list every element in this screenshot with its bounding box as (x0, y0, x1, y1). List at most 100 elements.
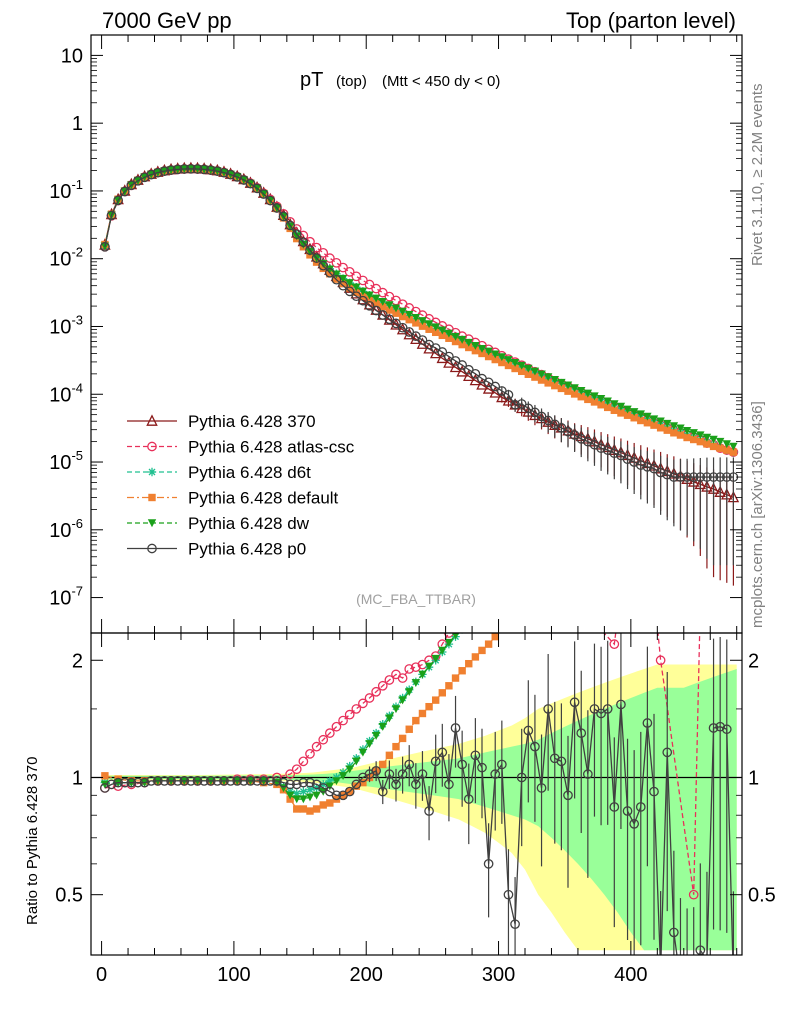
ratio-point-3-31 (391, 705, 401, 714)
point-4-71 (570, 384, 579, 393)
ratio-point-0-14 (285, 769, 295, 779)
point-4-90 (696, 431, 705, 440)
xtick-label-4: 400 (614, 964, 647, 986)
point-3-81 (637, 416, 645, 425)
point-5-31 (305, 245, 315, 255)
legend-label-5: Pythia 6.428 p0 (188, 540, 306, 559)
legend-marker-4 (147, 519, 157, 528)
point-3-68 (551, 381, 559, 390)
ratio-point-4-48 (417, 769, 428, 779)
point-3-53 (451, 337, 460, 346)
legend-marker-0 (146, 414, 158, 426)
ratio-point-0-61 (703, 588, 711, 596)
point-5-37 (344, 286, 355, 297)
point-3-95 (729, 448, 738, 456)
ratio-point-0-18 (311, 741, 322, 752)
ratio-point-4-92 (708, 723, 719, 733)
point-3-43 (385, 306, 394, 314)
ratio-point-2-43 (471, 653, 480, 661)
axes: 10-7 10-6 10-5 10-4 10-3 10-2 10-1 1 10 0.5 0.5 1 1 2… (49, 34, 776, 986)
ratio-point-3-42 (465, 617, 473, 625)
point-4-51 (438, 326, 447, 335)
point-3-59 (491, 355, 499, 364)
ratio-ytick-label-right-1: 1 (748, 767, 759, 789)
ratio-point-0-15 (291, 764, 302, 775)
main-panel (99, 161, 740, 586)
ratio-point-4-67 (543, 704, 554, 714)
point-3-75 (597, 401, 605, 409)
point-4-94 (722, 440, 731, 449)
point-0-61 (502, 394, 515, 406)
point-5-28 (285, 220, 295, 231)
ratio-point-0-19 (318, 734, 329, 745)
ratio-point-3-29 (378, 723, 387, 731)
point-4-56 (471, 342, 480, 350)
ratio-point-3-33 (405, 688, 414, 696)
ratio-point-4-19 (225, 776, 236, 786)
ratio-point-4-45 (397, 769, 408, 779)
ratio-point-4-28 (285, 779, 295, 790)
ratio-point-4-75 (596, 708, 606, 719)
point-5-39 (358, 295, 368, 306)
point-0-43 (383, 313, 396, 325)
point-5-45 (397, 322, 408, 333)
ratio-point-4-26 (272, 776, 282, 786)
ratio-line-4 (104, 702, 734, 955)
ratio-point-0-20 (324, 728, 335, 738)
ratio-point-3-15 (285, 791, 295, 800)
point-4-93 (715, 437, 725, 446)
xtick-label-3: 300 (482, 964, 515, 986)
ratio-point-3-21 (325, 782, 335, 791)
point-3-40 (365, 295, 374, 304)
ratio-point-0-52 (537, 561, 545, 569)
ratio-point-2-35 (418, 709, 427, 718)
point-4-29 (292, 232, 301, 241)
point-5-58 (483, 377, 494, 388)
point-4-70 (563, 381, 573, 390)
point-3-37 (345, 284, 354, 292)
point-5-40 (364, 300, 375, 311)
ratio-point-0-58 (655, 655, 666, 666)
ytick-label-exp-1: -6 (71, 516, 83, 531)
point-4-64 (524, 364, 533, 373)
ratio-point-4-16 (205, 776, 216, 786)
point-3-33 (319, 264, 327, 273)
point-5-8 (152, 167, 163, 178)
ratio-point-4-10 (166, 776, 176, 786)
point-3-66 (537, 376, 546, 384)
point-4-83 (649, 415, 659, 424)
ytick-label-exp-6: -1 (71, 177, 83, 192)
point-4-95 (729, 442, 738, 451)
ratio-point-1-18 (305, 785, 315, 794)
point-3-89 (690, 435, 698, 444)
point-4-82 (643, 412, 652, 421)
legend: Pythia 6.428 370 Pythia 6.428 atlas-csc Py… (127, 412, 355, 559)
point-5-24 (258, 189, 269, 199)
ratio-point-4-80 (629, 819, 640, 829)
point-3-49 (425, 325, 433, 333)
ratio-point-3-16 (292, 795, 301, 804)
ytick-label-exp-2: -5 (71, 448, 83, 463)
point-3-62 (511, 364, 519, 373)
point-4-60 (497, 353, 507, 362)
ratio-point-0-46 (498, 605, 506, 613)
ratio-point-4-85 (662, 747, 673, 758)
ratio-point-2-46 (491, 633, 499, 641)
point-1-34 (324, 253, 335, 263)
ratio-panel (91, 561, 742, 997)
point-3-76 (603, 403, 612, 412)
point-5-33 (318, 260, 329, 271)
point-4-57 (477, 345, 487, 353)
point-5-88 (682, 472, 692, 482)
ratio-point-4-93 (715, 721, 726, 732)
ratio-point-2-21 (326, 799, 334, 807)
point-5-29 (291, 229, 302, 240)
ratio-point-3-22 (332, 777, 341, 786)
ratio-point-4-89 (690, 989, 698, 997)
point-4-61 (504, 356, 513, 365)
point-4-92 (709, 435, 718, 444)
ratio-point-2-38 (438, 689, 447, 697)
point-3-86 (670, 429, 678, 437)
ratio-point-1-41 (461, 633, 463, 634)
point-5-77 (609, 448, 620, 459)
